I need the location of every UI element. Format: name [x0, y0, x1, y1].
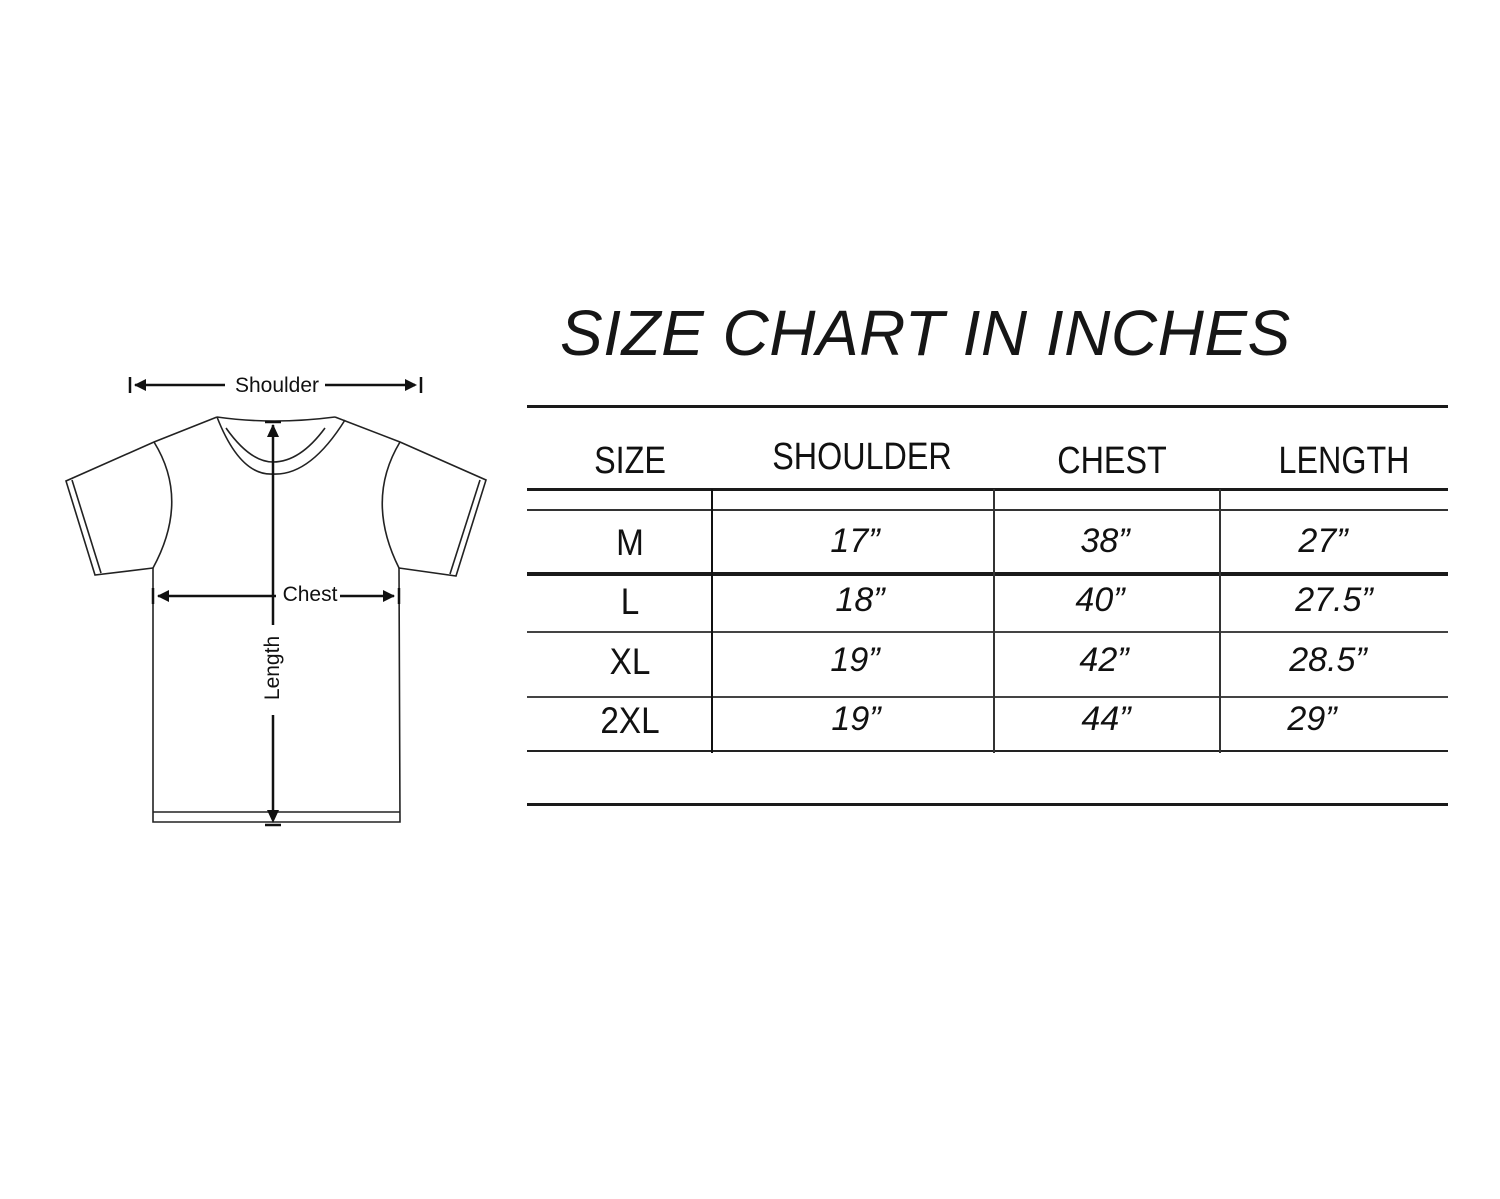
- chest-cell: 44”: [1081, 700, 1131, 738]
- header-length: LENGTH: [1278, 440, 1410, 482]
- length-cell: 27.5”: [1295, 581, 1373, 619]
- table-border-top: [527, 405, 1448, 408]
- table-divider: [527, 696, 1448, 698]
- header-chest: CHEST: [1057, 440, 1167, 482]
- length-label: Length: [261, 636, 284, 700]
- table-divider: [527, 631, 1448, 633]
- column-divider: [1219, 489, 1221, 753]
- column-divider: [711, 489, 713, 753]
- shoulder-cell: 19”: [831, 700, 881, 738]
- table-divider: [527, 488, 1448, 491]
- shoulder-cell: 19”: [830, 641, 880, 679]
- length-cell: 27”: [1298, 522, 1348, 560]
- length-cell: 28.5”: [1289, 641, 1367, 679]
- tshirt-outline: [65, 416, 487, 823]
- length-cell: 29”: [1287, 700, 1337, 738]
- column-divider: [993, 489, 995, 753]
- table-divider: [527, 572, 1448, 576]
- shoulder-cell: 18”: [835, 581, 885, 619]
- chest-cell: 40”: [1075, 581, 1125, 619]
- table-divider: [527, 750, 1448, 752]
- size-cell: M: [616, 522, 644, 563]
- chest-measure-arrow: [151, 588, 401, 604]
- header-shoulder: SHOULDER: [772, 436, 952, 478]
- shoulder-measure-arrow: [128, 377, 423, 393]
- chest-cell: 38”: [1080, 522, 1130, 560]
- table-border-bottom: [527, 803, 1448, 806]
- chest-cell: 42”: [1079, 641, 1129, 679]
- table-divider: [527, 509, 1448, 511]
- chest-label: Chest: [283, 583, 338, 606]
- shoulder-cell: 17”: [830, 522, 880, 560]
- size-cell: XL: [609, 641, 651, 682]
- size-cell: L: [620, 581, 640, 622]
- length-measure-arrow: [265, 420, 281, 827]
- header-size: SIZE: [594, 440, 666, 482]
- shoulder-label: Shoulder: [235, 374, 319, 397]
- size-cell: 2XL: [600, 700, 660, 741]
- chart-title: SIZE CHART IN INCHES: [560, 297, 1291, 369]
